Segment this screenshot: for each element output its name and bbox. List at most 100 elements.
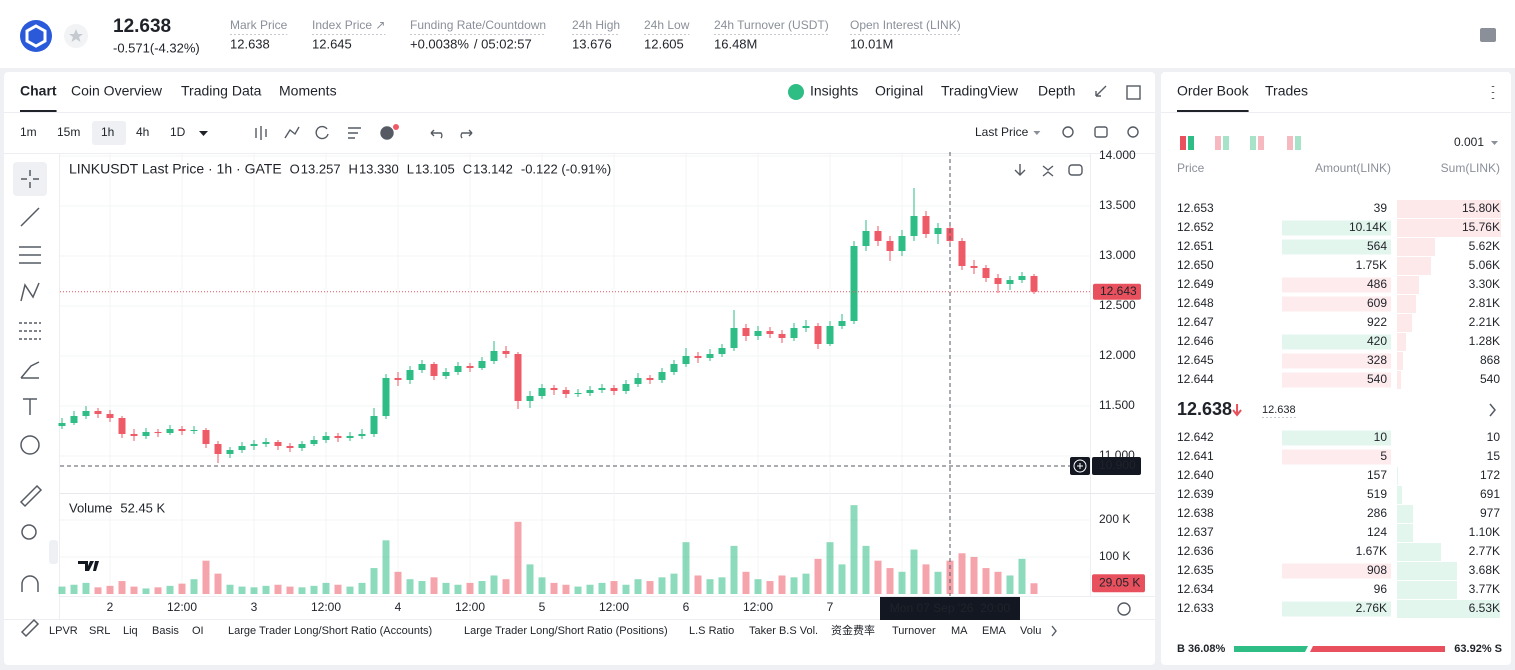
scroll-icon[interactable] [1014,164,1026,176]
ob-price[interactable]: 12.647 [1177,315,1214,329]
emoji-tool[interactable] [20,435,40,455]
indicator-tab[interactable]: SRL [89,625,110,637]
ob-price[interactable]: 12.653 [1177,201,1214,215]
candle-body [502,351,510,354]
interval[interactable]: 1m [20,125,37,139]
ob-view-left[interactable] [1215,136,1221,150]
indicator-tab[interactable]: L.S Ratio [689,625,734,637]
indicator-tab[interactable]: Large Trader Long/Short Ratio (Accounts) [228,625,432,637]
y-tick-label: 200 K [1099,512,1130,526]
ob-price[interactable]: 12.652 [1177,220,1214,234]
ob-tab[interactable]: Trades [1265,83,1308,99]
header-icon[interactable] [1480,28,1496,42]
candle-body [562,390,570,394]
ob-price[interactable]: 12.637 [1177,525,1214,539]
projection-tool[interactable] [19,322,41,340]
ob-price[interactable]: 12.646 [1177,334,1214,348]
candle-body [298,444,306,448]
ob-price[interactable]: 12.634 [1177,582,1214,596]
screenshot-icon[interactable] [1094,126,1108,138]
indicator-tab[interactable]: Basis [152,625,179,637]
brush-tool[interactable] [20,361,40,379]
view-tab[interactable]: Depth [1038,83,1075,99]
ob-price[interactable]: 12.650 [1177,258,1214,272]
ob-precision[interactable]: 0.001 [1454,135,1484,149]
time-settings-icon[interactable] [1117,602,1131,616]
ob-price[interactable]: 12.644 [1177,372,1214,386]
compare-icon[interactable] [315,125,329,140]
collapse-button[interactable] [49,540,58,564]
indicator-tab[interactable]: Large Trader Long/Short Ratio (Positions… [464,625,668,637]
ruler-tool[interactable] [19,484,43,508]
settings-icon[interactable] [1127,126,1139,138]
candle-body [766,331,774,334]
volume-bar [562,584,570,594]
ob-price[interactable]: 12.640 [1177,468,1214,482]
chart-tab[interactable]: Trading Data [181,83,262,99]
indicator-tab[interactable]: Liq [123,625,138,637]
candle-type-icon[interactable] [255,126,267,140]
interval[interactable]: 15m [57,125,80,139]
indicator-tab[interactable]: Taker B.S Vol. [749,625,818,637]
view-tab[interactable]: TradingView [941,83,1019,99]
indicator-tab[interactable]: Turnover [892,625,936,637]
volume-bar [166,585,174,594]
text-tool[interactable] [23,398,37,415]
crosshair-tool[interactable] [21,170,39,188]
price-type[interactable]: Last Price [975,125,1029,139]
indicator-tab[interactable]: LPVR [49,625,78,637]
ob-price[interactable]: 12.651 [1177,239,1214,253]
ob-view-left[interactable] [1287,136,1293,150]
ob-price[interactable]: 12.649 [1177,277,1214,291]
chart-tab[interactable]: Coin Overview [71,83,163,99]
ob-price[interactable]: 12.639 [1177,487,1214,501]
chevron[interactable] [1489,403,1496,417]
indicator-tab[interactable]: Volu [1020,625,1041,637]
collapse-icon[interactable] [1042,165,1054,177]
ob-price[interactable]: 12.638 [1177,506,1214,520]
view-tab[interactable]: Original [875,83,923,99]
trendline-tool[interactable] [20,207,40,227]
pattern-tool[interactable] [20,282,40,302]
view-tab[interactable]: Insights [810,83,858,99]
ob-amount: 157 [1367,468,1387,482]
ob-price[interactable]: 12.648 [1177,296,1214,310]
volume-bar [730,545,738,594]
indicator-tab[interactable]: EMA [982,625,1007,637]
ob-price[interactable]: 12.642 [1177,430,1214,444]
undo-icon[interactable] [430,129,443,139]
ob-price[interactable]: 12.645 [1177,353,1214,367]
dropdown-arrow [199,131,208,136]
ob-price[interactable]: 12.641 [1177,449,1214,463]
ob-tab[interactable]: Order Book [1177,83,1250,99]
zoom-tool[interactable] [21,524,37,540]
indicator-tab[interactable]: 资金费率 [831,623,875,637]
redo-icon[interactable] [460,129,473,139]
ob-price[interactable]: 12.636 [1177,544,1214,558]
amount-bar [1282,563,1391,579]
indicator-tab[interactable]: MA [951,625,968,637]
interval[interactable]: 1D [170,125,186,139]
reset-icon[interactable] [1068,164,1083,176]
ob-view-left[interactable] [1180,136,1186,150]
fib-tool[interactable] [19,246,41,264]
chart-tab[interactable]: Moments [279,83,337,99]
ob-price[interactable]: 12.635 [1177,563,1214,577]
template-icon[interactable] [348,127,361,139]
chart-tab[interactable]: Chart [20,83,57,99]
ob-view-left[interactable] [1250,136,1256,150]
candle-body [742,328,750,336]
indicator-tab[interactable]: OI [192,625,204,637]
indicator-icon[interactable] [284,126,300,139]
alert-icon[interactable] [380,126,394,140]
y-tick-label: 13.500 [1099,198,1136,212]
ob-price[interactable]: 12.633 [1177,601,1214,615]
magnet-tool[interactable] [21,575,39,592]
expand-icon[interactable] [1095,85,1107,97]
more-arrow[interactable] [1051,625,1057,637]
interval[interactable]: 1h [101,125,114,139]
window-icon[interactable] [1126,85,1141,100]
search-icon[interactable] [1062,126,1074,138]
lock-tool[interactable] [20,618,40,638]
interval[interactable]: 4h [136,125,149,139]
